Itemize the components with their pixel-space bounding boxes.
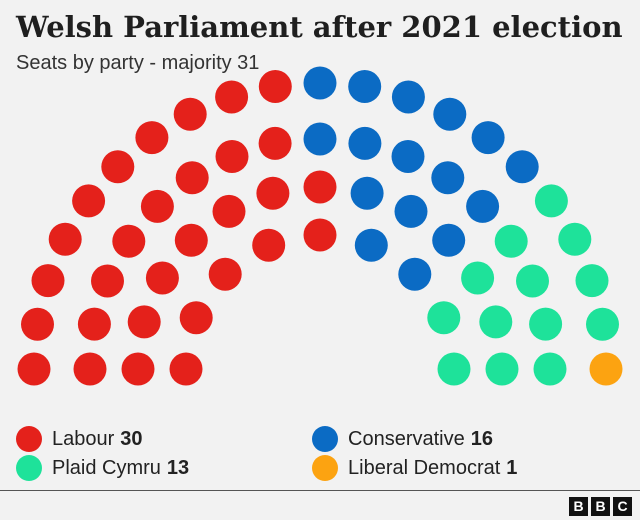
seat-labour <box>112 224 146 258</box>
seat-plaid-cymru <box>437 352 471 386</box>
seat-labour <box>256 176 290 210</box>
legend-item-conservative: Conservative 16 <box>312 424 493 454</box>
seat-labour <box>208 257 242 291</box>
seat-conservative <box>348 70 382 103</box>
seat-labour <box>135 121 169 155</box>
seat-conservative <box>391 140 425 173</box>
seat-plaid-cymru <box>516 264 549 298</box>
legend-value-labour: 30 <box>120 427 143 450</box>
legend-label-plaid-cymru: Plaid Cymru <box>52 456 161 479</box>
seat-conservative <box>431 161 465 195</box>
seat-labour <box>91 264 124 298</box>
legend-item-liberal-democrat: Liberal Democrat 1 <box>312 453 517 483</box>
legend-swatch-conservative <box>312 426 338 452</box>
legend-swatch-liberal-democrat <box>312 455 338 481</box>
seat-labour <box>31 264 65 298</box>
logo-letter: B <box>569 497 588 516</box>
logo-letter: C <box>613 497 632 516</box>
legend-swatch-plaid-cymru <box>16 455 42 481</box>
seat-plaid-cymru <box>586 307 619 341</box>
seat-labour <box>258 126 292 160</box>
legend-value-liberal-democrat: 1 <box>506 456 518 479</box>
seat-plaid-cymru <box>529 307 563 341</box>
seat-labour <box>169 352 203 386</box>
seat-labour <box>72 184 106 218</box>
seat-labour <box>145 261 179 295</box>
seat-plaid-cymru <box>533 352 567 386</box>
seat-liberal-democrat <box>589 352 623 386</box>
seat-labour <box>258 70 292 103</box>
seat-labour <box>173 97 207 131</box>
seat-conservative <box>432 223 466 257</box>
seat-labour <box>215 80 249 114</box>
legend-label-liberal-democrat: Liberal Democrat <box>348 456 501 479</box>
seat-labour <box>101 150 135 184</box>
seat-conservative <box>433 97 467 131</box>
footer-divider <box>0 490 640 491</box>
seat-labour <box>303 170 337 204</box>
legend-label-labour: Labour <box>52 427 115 450</box>
seat-plaid-cymru <box>461 261 495 295</box>
seat-plaid-cymru <box>479 305 513 339</box>
logo-letter: B <box>591 497 610 516</box>
chart-subtitle: Seats by party - majority 31 <box>16 52 260 74</box>
seat-labour <box>174 223 208 257</box>
seat-labour <box>179 301 213 335</box>
seat-plaid-cymru <box>558 222 592 256</box>
bbc-logo: B B C <box>569 497 632 516</box>
legend-label-conservative: Conservative <box>348 427 465 450</box>
seat-labour <box>175 161 209 195</box>
seat-labour <box>17 352 51 386</box>
seat-labour <box>140 189 174 223</box>
parliament-chart <box>17 66 623 386</box>
seat-labour <box>73 352 107 386</box>
seat-conservative <box>303 122 337 156</box>
seat-labour <box>215 140 249 173</box>
seat-labour <box>303 218 337 252</box>
seat-conservative <box>466 189 500 223</box>
legend-value-conservative: 16 <box>470 427 493 450</box>
seat-labour <box>77 307 111 341</box>
seat-conservative <box>471 121 505 155</box>
seat-labour <box>121 352 155 386</box>
seat-conservative <box>354 228 388 262</box>
seat-plaid-cymru <box>494 224 528 258</box>
seat-conservative <box>348 126 382 160</box>
legend-item-labour: Labour 30 <box>16 424 143 454</box>
seat-labour <box>212 194 246 228</box>
seat-conservative <box>505 150 539 184</box>
seat-labour <box>48 222 82 256</box>
seat-labour <box>252 228 286 262</box>
seat-labour <box>21 307 54 341</box>
seat-conservative <box>303 66 337 100</box>
chart-title: Welsh Parliament after 2021 election <box>16 10 623 44</box>
seat-conservative <box>394 194 428 228</box>
seat-conservative <box>398 257 432 291</box>
legend-item-plaid-cymru: Plaid Cymru 13 <box>16 453 189 483</box>
seat-conservative <box>391 80 425 114</box>
legend-value-plaid-cymru: 13 <box>166 456 190 479</box>
seat-labour <box>127 305 161 339</box>
legend-swatch-labour <box>16 426 42 452</box>
seat-conservative <box>350 176 384 210</box>
seat-plaid-cymru <box>485 352 519 386</box>
seat-plaid-cymru <box>534 184 568 218</box>
seat-plaid-cymru <box>575 264 609 298</box>
seat-plaid-cymru <box>427 301 461 335</box>
